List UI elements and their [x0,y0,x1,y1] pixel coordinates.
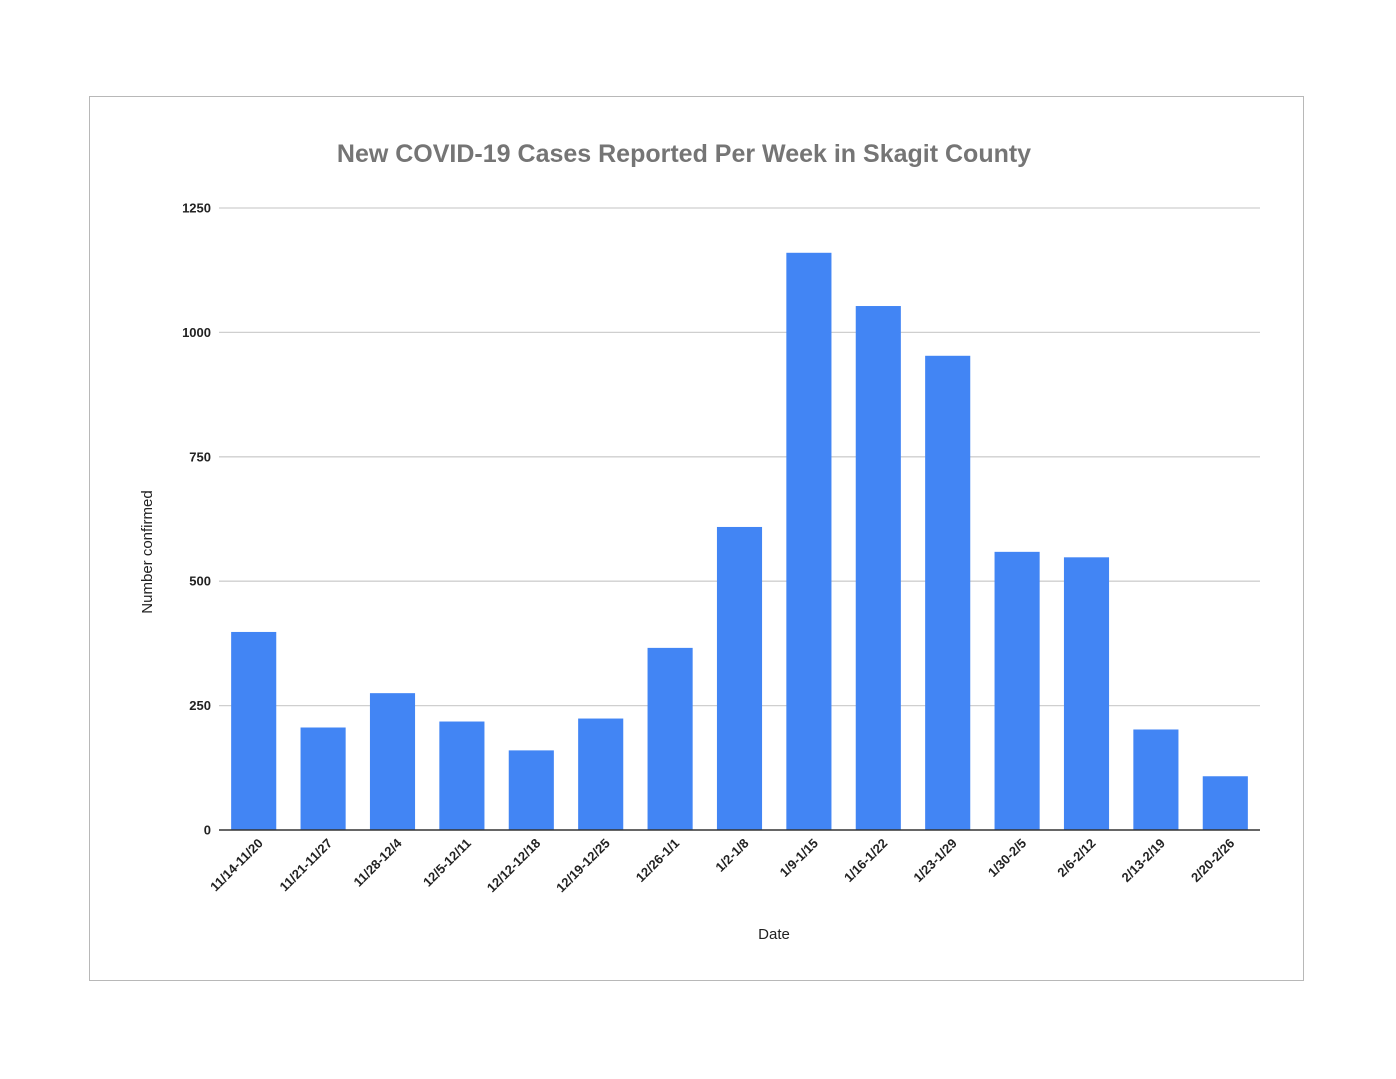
bar [369,693,416,830]
x-tick-label: 1/16-1/22 [841,836,890,885]
x-tick-label: 1/30-2/5 [985,836,1029,880]
bar [578,718,624,830]
x-tick-label: 12/12-12/18 [484,836,544,896]
x-tick-label: 11/21-11/27 [277,836,336,895]
x-tick-label: 2/20-2/26 [1188,836,1237,885]
x-tick-label: 12/5-12/11 [420,836,474,890]
bar [647,647,693,830]
x-tick-label: 11/14-11/20 [207,836,266,895]
bar [1133,729,1179,830]
x-tick-label: 2/13-2/19 [1119,836,1168,885]
y-tick-label: 1000 [182,325,211,340]
y-tick-label: 750 [189,449,211,464]
bar [1202,776,1248,830]
bar [439,721,485,830]
y-tick-label: 0 [204,823,211,838]
y-tick-label: 500 [189,574,211,589]
x-tick-label: 1/23-1/29 [910,836,959,885]
bar [716,526,763,830]
bar [994,551,1040,830]
bar [786,252,832,830]
x-tick-label: 11/28-12/4 [351,835,406,890]
bar [925,355,971,830]
bar [855,306,901,830]
x-tick-label: 12/26-1/1 [633,836,682,885]
chart-frame: New COVID-19 Cases Reported Per Week in … [89,96,1304,981]
x-tick-label: 1/9-1/15 [777,836,821,880]
bar [300,727,346,830]
x-tick-label: 12/19-12/25 [553,836,613,896]
y-tick-label: 250 [189,698,211,713]
y-tick-label: 1250 [182,201,211,216]
y-axis-label: Number confirmed [139,490,156,613]
chart: New COVID-19 Cases Reported Per Week in … [139,140,1260,943]
x-tick-label: 2/6-2/12 [1054,836,1098,880]
bar [231,631,277,830]
bar [508,750,554,830]
bar [1063,557,1110,830]
x-axis-label: Date [758,926,790,943]
x-tick-label: 1/2-1/8 [712,836,751,875]
chart-title: New COVID-19 Cases Reported Per Week in … [337,140,1031,168]
